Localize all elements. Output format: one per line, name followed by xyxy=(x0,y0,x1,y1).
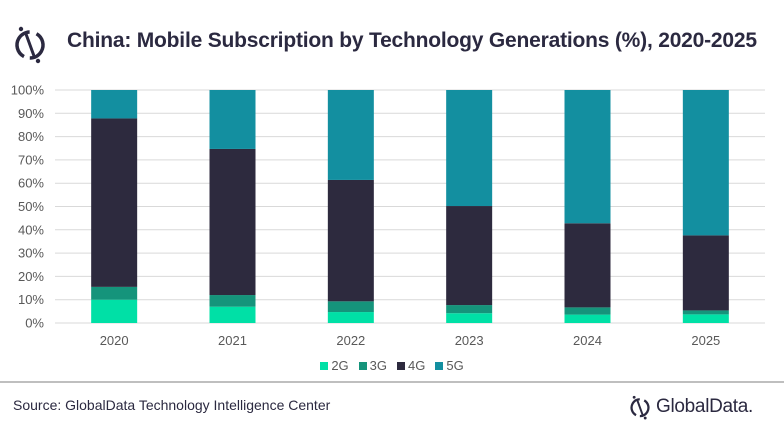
x-tick-label: 2021 xyxy=(218,333,247,348)
y-tick-label: 0% xyxy=(25,316,44,331)
bar-segment-3G-2021 xyxy=(209,295,256,307)
y-tick-label: 100% xyxy=(11,83,45,98)
bar-segment-5G-2025 xyxy=(682,90,729,236)
bar-segment-4G-2024 xyxy=(564,223,611,308)
globaldata-mark-icon xyxy=(630,395,650,420)
legend-item-5G: 5G xyxy=(435,358,464,373)
y-tick-label: 60% xyxy=(18,176,44,191)
x-tick-label: 2024 xyxy=(573,333,602,348)
x-tick-label: 2023 xyxy=(455,333,484,348)
bar-segment-3G-2025 xyxy=(682,310,729,315)
globaldata-mark-icon xyxy=(15,26,45,64)
y-tick-label: 90% xyxy=(18,106,44,121)
footer-divider xyxy=(0,381,784,383)
bar-segment-2G-2024 xyxy=(564,314,611,323)
bar-segment-4G-2025 xyxy=(682,235,729,311)
bar-segment-3G-2023 xyxy=(446,305,493,314)
chart-header: China: Mobile Subscription by Technology… xyxy=(0,0,784,80)
legend-item-4G: 4G xyxy=(397,358,425,373)
bar-segment-2G-2020 xyxy=(91,299,138,323)
legend-label: 5G xyxy=(446,358,464,373)
bar-segment-5G-2020 xyxy=(91,90,138,119)
y-tick-label: 40% xyxy=(18,222,44,237)
bar-segment-2G-2021 xyxy=(209,306,256,323)
chart-legend: 2G 3G 4G 5G xyxy=(0,358,784,373)
legend-label: 4G xyxy=(408,358,426,373)
legend-swatch xyxy=(358,361,367,370)
bar-segment-4G-2021 xyxy=(209,148,256,296)
bar-segment-3G-2020 xyxy=(91,286,138,300)
y-tick-label: 10% xyxy=(18,292,44,307)
bar-segment-2G-2023 xyxy=(446,313,493,323)
x-tick-label: 2020 xyxy=(100,333,129,348)
legend-swatch xyxy=(435,361,444,370)
bar-segment-4G-2023 xyxy=(446,206,493,306)
chart-title: China: Mobile Subscription by Technology… xyxy=(67,29,757,52)
y-tick-label: 80% xyxy=(18,129,44,144)
y-tick-label: 30% xyxy=(18,246,44,261)
bar-segment-3G-2024 xyxy=(564,307,611,315)
stacked-bar-chart: 0% 10% 20% 30% 40% 50% 60% 70% 80% 90% 100% 2020 202… xyxy=(11,83,765,348)
x-tick-label: 2025 xyxy=(691,333,720,348)
y-tick-label: 70% xyxy=(18,152,44,167)
bar-segment-5G-2023 xyxy=(446,90,493,207)
bar-segment-2G-2022 xyxy=(327,312,374,323)
legend-label: 2G xyxy=(331,358,349,373)
y-tick-label: 20% xyxy=(18,269,44,284)
y-tick-label: 50% xyxy=(18,199,44,214)
bar-segment-2G-2025 xyxy=(682,314,729,323)
x-tick-label: 2022 xyxy=(336,333,365,348)
source-note: Source: GlobalData Technology Intelligen… xyxy=(13,397,331,413)
legend-item-3G: 3G xyxy=(358,358,387,373)
bar-segment-4G-2022 xyxy=(327,179,374,302)
brand-name: GlobalData. xyxy=(656,396,754,417)
brand-logo: GlobalData. xyxy=(628,394,753,420)
bar-segment-5G-2024 xyxy=(564,90,611,224)
legend-item-2G: 2G xyxy=(320,358,349,373)
bar-segment-5G-2022 xyxy=(327,90,374,180)
bar-segment-4G-2020 xyxy=(91,118,138,287)
legend-swatch xyxy=(397,361,405,370)
legend-swatch xyxy=(320,361,329,370)
legend-label: 3G xyxy=(369,358,387,373)
bar-segment-3G-2022 xyxy=(327,301,374,313)
bar-segment-5G-2021 xyxy=(209,90,256,149)
